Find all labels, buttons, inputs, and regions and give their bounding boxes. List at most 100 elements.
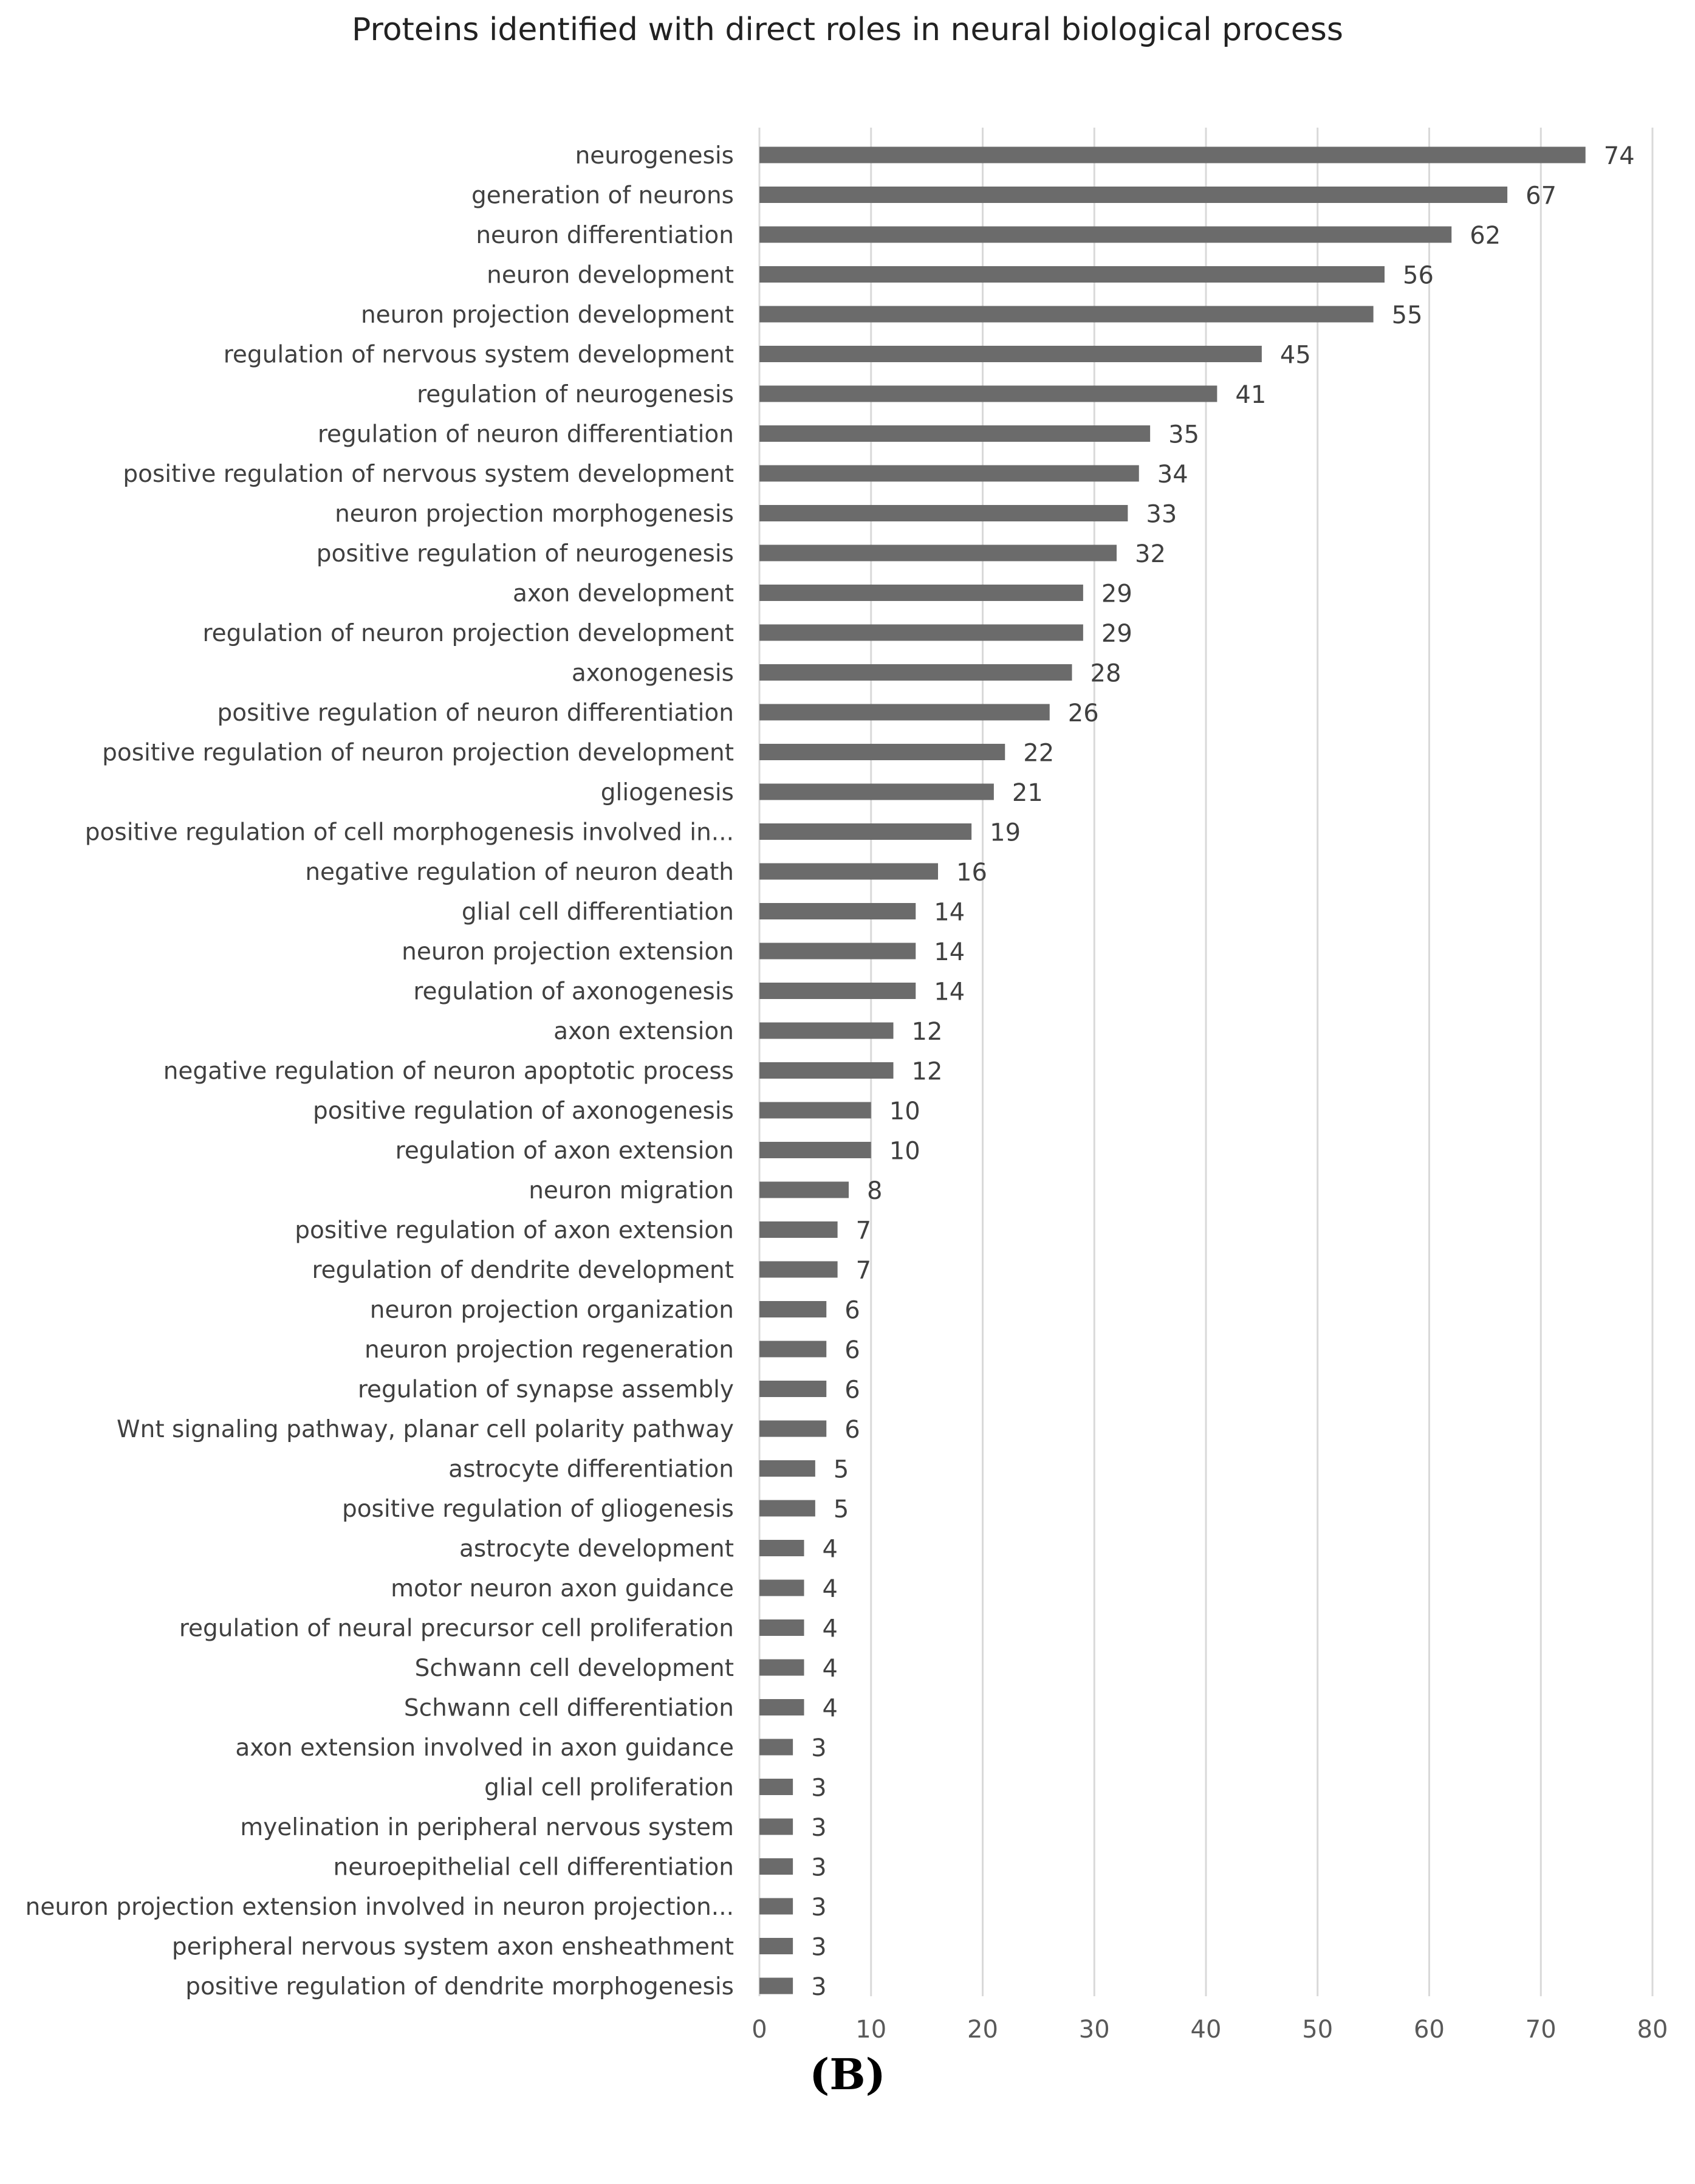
category-label: axonogenesis — [572, 660, 734, 687]
data-label: 45 — [1280, 342, 1311, 369]
gridlines — [758, 128, 1654, 1996]
category-label: axon extension — [553, 1018, 734, 1045]
data-label: 56 — [1403, 262, 1434, 290]
x-tick-label: 20 — [967, 2016, 998, 2042]
bar — [759, 1261, 838, 1278]
data-label: 3 — [811, 1814, 826, 1842]
data-label: 74 — [1604, 142, 1635, 170]
data-label: 14 — [934, 899, 965, 927]
data-label: 3 — [811, 1934, 826, 1962]
data-label: 4 — [823, 1695, 838, 1723]
category-label: neuron projection extension involved in … — [26, 1894, 734, 1921]
bar — [759, 1779, 793, 1795]
bar — [759, 1142, 871, 1158]
category-label: glial cell differentiation — [462, 899, 734, 926]
data-label: 12 — [912, 1058, 943, 1086]
bar — [759, 823, 972, 840]
bar — [759, 1062, 894, 1079]
data-label: 4 — [823, 1615, 838, 1643]
data-label: 7 — [856, 1217, 871, 1245]
bar — [759, 903, 916, 919]
category-label: regulation of synapse assembly — [358, 1376, 734, 1404]
data-label: 10 — [889, 1097, 920, 1125]
bar — [759, 585, 1083, 601]
bar — [759, 1341, 827, 1358]
category-label: Wnt signaling pathway, planar cell polar… — [117, 1416, 734, 1443]
data-label: 14 — [934, 938, 965, 966]
data-label: 21 — [1012, 779, 1043, 807]
bar — [759, 425, 1151, 442]
bar — [759, 226, 1452, 243]
data-label: 41 — [1235, 381, 1266, 409]
data-label: 6 — [844, 1336, 860, 1364]
data-label: 3 — [811, 1854, 826, 1882]
data-label: 26 — [1068, 699, 1099, 727]
category-label: neuron projection development — [361, 301, 734, 329]
category-label: regulation of neuron differentiation — [318, 421, 734, 448]
category-label: motor neuron axon guidance — [391, 1575, 734, 1602]
data-label: 8 — [867, 1177, 882, 1205]
data-label: 6 — [844, 1416, 860, 1444]
x-tick-label: 30 — [1079, 2016, 1110, 2042]
x-tick-label: 70 — [1526, 2016, 1556, 2042]
bar — [759, 1938, 793, 1954]
category-label: neuron projection regeneration — [365, 1336, 734, 1364]
x-tick-labels: 0 10 20 30 40 50 60 70 80 — [752, 2016, 1668, 2044]
bar — [759, 146, 1586, 163]
category-label: neuron development — [487, 262, 734, 289]
bar — [759, 1858, 793, 1875]
bar — [759, 1460, 815, 1477]
category-label: peripheral nervous system axon ensheathm… — [172, 1934, 734, 1961]
data-label: 3 — [811, 1774, 826, 1802]
bar — [759, 1102, 871, 1119]
category-label: neuron migration — [529, 1177, 734, 1204]
data-label: 3 — [811, 1734, 826, 1762]
x-tick-label: 40 — [1191, 2016, 1222, 2042]
bar — [759, 1739, 793, 1756]
bar — [759, 187, 1508, 203]
category-label: positive regulation of dendrite morphoge… — [185, 1973, 734, 2000]
category-label: Schwann cell development — [415, 1655, 734, 1682]
category-label: gliogenesis — [601, 779, 734, 806]
x-tick-label: 50 — [1302, 2016, 1333, 2042]
data-label: 22 — [1023, 740, 1054, 767]
data-label: 29 — [1101, 620, 1132, 648]
data-label: 16 — [956, 859, 987, 887]
bar — [759, 1181, 849, 1198]
category-label: regulation of axonogenesis — [413, 978, 734, 1006]
category-label: positive regulation of gliogenesis — [342, 1495, 734, 1523]
category-label: myelination in peripheral nervous system — [240, 1814, 734, 1841]
bar — [759, 1579, 804, 1596]
category-label: positive regulation of axon extension — [295, 1217, 734, 1245]
bar — [759, 1381, 827, 1397]
bar — [759, 385, 1217, 402]
bars — [759, 146, 1586, 1994]
category-label: astrocyte development — [459, 1536, 734, 1563]
data-label: 19 — [990, 819, 1021, 847]
value-labels: 7467625655454135343332292928262221191614… — [811, 142, 1635, 2001]
data-label: 5 — [834, 1456, 849, 1484]
chart-title: Proteins identified with direct roles in… — [352, 12, 1343, 48]
bar — [759, 704, 1050, 721]
category-label: regulation of neural precursor cell prol… — [179, 1615, 734, 1643]
bar — [759, 544, 1117, 561]
bar — [759, 1221, 838, 1238]
data-label: 14 — [934, 978, 965, 1006]
category-label: positive regulation of neuron differenti… — [217, 699, 734, 727]
category-label: generation of neurons — [471, 182, 734, 210]
category-label: regulation of nervous system development — [224, 342, 734, 369]
bar — [759, 1699, 804, 1715]
bar — [759, 863, 938, 880]
x-tick-label: 0 — [752, 2016, 767, 2042]
bar — [759, 1022, 894, 1039]
category-label: negative regulation of neuron apoptotic … — [163, 1058, 734, 1085]
category-label: regulation of neurogenesis — [417, 381, 734, 408]
bar — [759, 266, 1385, 283]
data-label: 32 — [1135, 540, 1166, 568]
bar — [759, 1420, 827, 1437]
bar — [759, 346, 1262, 362]
bar — [759, 624, 1083, 641]
data-label: 7 — [856, 1257, 871, 1285]
data-label: 55 — [1392, 301, 1423, 329]
